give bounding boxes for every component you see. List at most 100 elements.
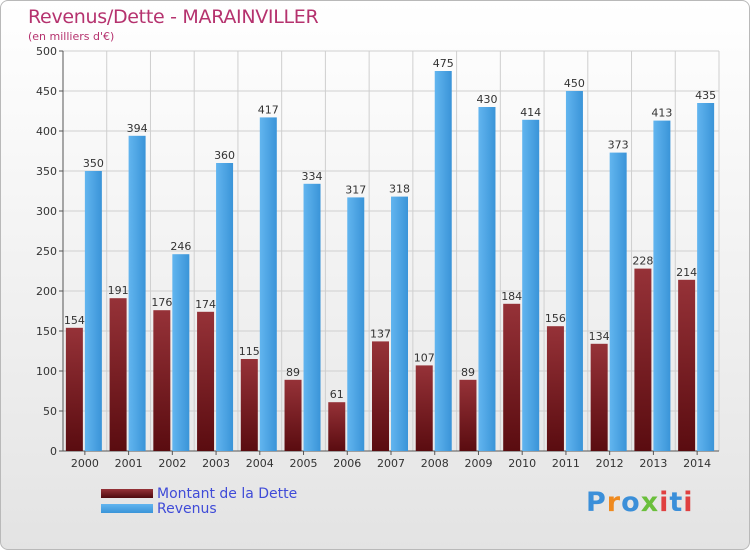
logo-letter: t bbox=[669, 487, 684, 518]
data-label-dette: 107 bbox=[414, 351, 435, 364]
bar-revenus bbox=[347, 197, 365, 451]
y-tick-label: 450 bbox=[36, 85, 57, 98]
bar-revenus bbox=[128, 135, 146, 452]
bar-dette bbox=[503, 303, 521, 451]
bar-dette bbox=[109, 298, 127, 451]
x-tick-label: 2010 bbox=[508, 457, 536, 470]
bar-dette bbox=[197, 311, 215, 451]
bar-dette bbox=[284, 379, 302, 451]
bar-revenus bbox=[697, 103, 715, 451]
data-label-revenus: 246 bbox=[170, 240, 191, 253]
bar-dette bbox=[678, 279, 696, 451]
x-tick-label: 2009 bbox=[464, 457, 492, 470]
legend-swatch-revenus bbox=[101, 504, 153, 513]
data-label-dette: 176 bbox=[151, 296, 172, 309]
logo-letter: o bbox=[621, 487, 641, 518]
data-label-revenus: 334 bbox=[302, 170, 323, 183]
y-tick-label: 200 bbox=[36, 285, 57, 298]
data-label-dette: 89 bbox=[286, 366, 300, 379]
data-label-dette: 184 bbox=[501, 290, 522, 303]
x-tick-label: 2005 bbox=[290, 457, 318, 470]
data-label-revenus: 414 bbox=[520, 106, 541, 119]
bar-revenus bbox=[522, 119, 540, 452]
legend-label-dette: Montant de la Dette bbox=[157, 486, 298, 502]
bar-revenus bbox=[434, 71, 452, 451]
logo-letter: P bbox=[586, 487, 607, 518]
data-label-revenus: 450 bbox=[564, 77, 585, 90]
data-label-dette: 174 bbox=[195, 298, 216, 311]
x-tick-label: 2012 bbox=[596, 457, 624, 470]
x-tick-label: 2008 bbox=[421, 457, 449, 470]
bar-revenus bbox=[259, 117, 277, 452]
bar-dette bbox=[65, 327, 83, 451]
logo-letter: x bbox=[640, 487, 660, 518]
chart-subtitle: (en milliers d'€) bbox=[28, 30, 115, 43]
logo-letter: i bbox=[659, 487, 670, 518]
data-label-revenus: 430 bbox=[476, 93, 497, 106]
proxiti-logo: Proxiti bbox=[586, 487, 694, 518]
data-label-revenus: 360 bbox=[214, 149, 235, 162]
data-label-dette: 214 bbox=[676, 266, 697, 279]
bar-revenus bbox=[391, 196, 408, 451]
data-label-revenus: 350 bbox=[83, 157, 104, 170]
data-label-dette: 154 bbox=[64, 314, 85, 327]
data-label-dette: 134 bbox=[589, 330, 610, 343]
data-label-revenus: 475 bbox=[433, 57, 454, 70]
bar-revenus bbox=[84, 171, 102, 451]
data-label-revenus: 417 bbox=[258, 103, 279, 116]
y-tick-label: 500 bbox=[36, 45, 57, 58]
bar-dette bbox=[415, 365, 433, 451]
x-tick-label: 2001 bbox=[115, 457, 143, 470]
data-label-revenus: 435 bbox=[695, 89, 716, 102]
x-tick-label: 2006 bbox=[333, 457, 361, 470]
data-label-dette: 156 bbox=[545, 312, 566, 325]
data-label-dette: 191 bbox=[108, 284, 129, 297]
x-tick-label: 2002 bbox=[158, 457, 186, 470]
legend-label-revenus: Revenus bbox=[157, 501, 217, 517]
x-tick-label: 2014 bbox=[683, 457, 711, 470]
data-label-dette: 137 bbox=[370, 327, 391, 340]
logo-letter: i bbox=[683, 487, 694, 518]
data-label-revenus: 394 bbox=[127, 122, 148, 135]
data-label-dette: 61 bbox=[330, 388, 344, 401]
chart-title: Revenus/Dette - MARAINVILLER bbox=[28, 6, 319, 28]
x-tick-label: 2011 bbox=[552, 457, 580, 470]
bar-revenus bbox=[609, 152, 627, 451]
data-label-revenus: 317 bbox=[345, 183, 366, 196]
bar-dette bbox=[372, 341, 389, 451]
data-label-dette: 89 bbox=[461, 366, 475, 379]
bar-revenus bbox=[565, 91, 583, 451]
y-tick-label: 400 bbox=[36, 125, 57, 138]
x-tick-label: 2013 bbox=[639, 457, 667, 470]
data-label-dette: 115 bbox=[239, 345, 260, 358]
y-tick-label: 300 bbox=[36, 205, 57, 218]
data-label-revenus: 413 bbox=[651, 107, 672, 120]
x-tick-label: 2000 bbox=[71, 457, 99, 470]
bar-dette bbox=[546, 326, 564, 451]
y-tick-label: 250 bbox=[36, 245, 57, 258]
legend-swatch-dette bbox=[101, 489, 153, 498]
bar-dette bbox=[240, 359, 258, 451]
bar-revenus bbox=[303, 183, 321, 452]
x-tick-label: 2004 bbox=[246, 457, 274, 470]
x-tick-label: 2003 bbox=[202, 457, 230, 470]
bar-revenus bbox=[653, 120, 671, 451]
bar-revenus bbox=[478, 107, 496, 451]
y-tick-label: 100 bbox=[36, 365, 57, 378]
bar-dette bbox=[459, 379, 477, 451]
data-label-revenus: 318 bbox=[389, 183, 410, 196]
bar-dette bbox=[634, 268, 652, 451]
data-label-revenus: 373 bbox=[608, 139, 629, 152]
data-label-dette: 228 bbox=[632, 255, 653, 268]
y-tick-label: 0 bbox=[50, 445, 57, 458]
bar-dette bbox=[328, 402, 346, 451]
y-tick-label: 150 bbox=[36, 325, 57, 338]
bar-revenus bbox=[172, 254, 190, 451]
y-tick-label: 50 bbox=[43, 405, 57, 418]
bar-dette bbox=[153, 310, 171, 451]
bar-revenus bbox=[216, 163, 234, 451]
bar-dette bbox=[590, 343, 608, 451]
x-tick-label: 2007 bbox=[377, 457, 405, 470]
